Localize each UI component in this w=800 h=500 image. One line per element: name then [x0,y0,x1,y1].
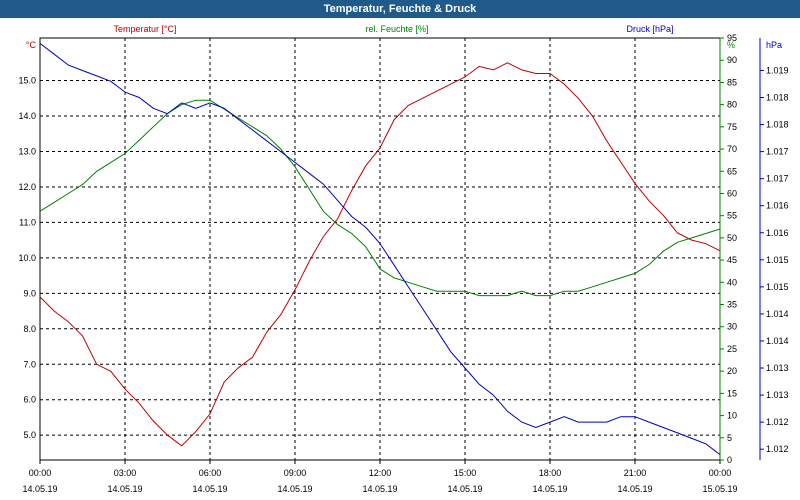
x-tick-label-time: 09:00 [284,468,307,478]
y-left-tick-label: 7.0 [23,359,36,369]
y-right1-tick-label: 70 [727,144,737,154]
y-left-tick-label: 10.0 [18,253,36,263]
y-right1-tick-label: 0 [727,455,732,465]
series-line-humidity [39,99,721,297]
y-left-unit: °C [26,40,37,50]
x-tick-label-time: 00:00 [709,468,732,478]
y-right1-tick-label: 55 [727,211,737,221]
y-left-tick-label: 5.0 [23,430,36,440]
y-right1-tick-label: 30 [727,322,737,332]
x-tick-label-date: 14.05.19 [532,484,567,494]
y-right1-tick-label: 50 [727,233,737,243]
x-tick-label-date: 14.05.19 [277,484,312,494]
y-right1-tick-label: 65 [727,166,737,176]
y-left-tick-label: 14.0 [18,111,36,121]
y-right2-tick-label: 1.018 [766,93,789,103]
y-right2-tick-label: 1.012 [766,417,789,427]
y-right2-tick-label: 1.012 [766,444,789,454]
y-right1-tick-label: 15 [727,388,737,398]
y-left-tick-label: 9.0 [23,288,36,298]
y-right1-unit: % [727,40,735,50]
y-right1-tick-label: 45 [727,255,737,265]
y-right1-tick-label: 90 [727,55,737,65]
y-right1-tick-label: 40 [727,277,737,287]
x-tick-label-time: 12:00 [369,468,392,478]
x-tick-label-time: 21:00 [624,468,647,478]
y-right2-tick-label: 1.015 [766,255,789,265]
series-line-temperature [39,62,721,447]
y-right1-tick-label: 75 [727,122,737,132]
y-right1-tick-label: 60 [727,188,737,198]
y-right2-tick-label: 1.015 [766,282,789,292]
y-right2-tick-label: 1.019 [766,65,789,75]
y-left-tick-label: 8.0 [23,324,36,334]
x-tick-label-date: 15.05.19 [702,484,737,494]
y-right2-tick-label: 1.014 [766,309,789,319]
y-right1-tick-label: 20 [727,366,737,376]
x-tick-label-date: 14.05.19 [362,484,397,494]
x-tick-label-time: 15:00 [454,468,477,478]
x-tick-label-time: 06:00 [199,468,222,478]
x-tick-label-date: 14.05.19 [192,484,227,494]
series-label-pressure: Druck [hPa] [626,24,673,34]
y-right1-tick-label: 10 [727,411,737,421]
y-right2-tick-label: 1.016 [766,228,789,238]
y-right1-tick-label: 5 [727,433,732,443]
chart-title: Temperatur, Feuchte & Druck [0,0,800,18]
series-label-humidity: rel. Feuchte [%] [365,24,428,34]
y-right2-tick-label: 1.013 [766,363,789,373]
y-right2-tick-label: 1.014 [766,336,789,346]
y-right2-tick-label: 1.018 [766,120,789,130]
y-right2-tick-label: 1.017 [766,174,789,184]
series-label-temperature: Temperatur [°C] [113,24,176,34]
x-tick-label-date: 14.05.19 [617,484,652,494]
y-left-tick-label: 13.0 [18,146,36,156]
y-right1-tick-label: 80 [727,100,737,110]
x-tick-label-date: 14.05.19 [447,484,482,494]
y-right1-tick-label: 85 [727,77,737,87]
x-tick-label-date: 14.05.19 [22,484,57,494]
y-right1-tick-label: 25 [727,344,737,354]
y-left-tick-label: 15.0 [18,76,36,86]
x-tick-label-date: 14.05.19 [107,484,142,494]
y-left-tick-label: 12.0 [18,182,36,192]
x-tick-label-time: 18:00 [539,468,562,478]
x-tick-label-time: 00:00 [29,468,52,478]
y-left-tick-label: 6.0 [23,395,36,405]
y-right2-unit: hPa [766,40,782,50]
series-line-pressure [39,43,721,455]
x-tick-label-time: 03:00 [114,468,137,478]
y-right2-tick-label: 1.013 [766,390,789,400]
y-right1-tick-label: 35 [727,300,737,310]
y-right2-tick-label: 1.016 [766,201,789,211]
y-right2-tick-label: 1.017 [766,147,789,157]
y-right1-tick-label: 95 [727,33,737,43]
y-left-tick-label: 11.0 [19,217,36,227]
